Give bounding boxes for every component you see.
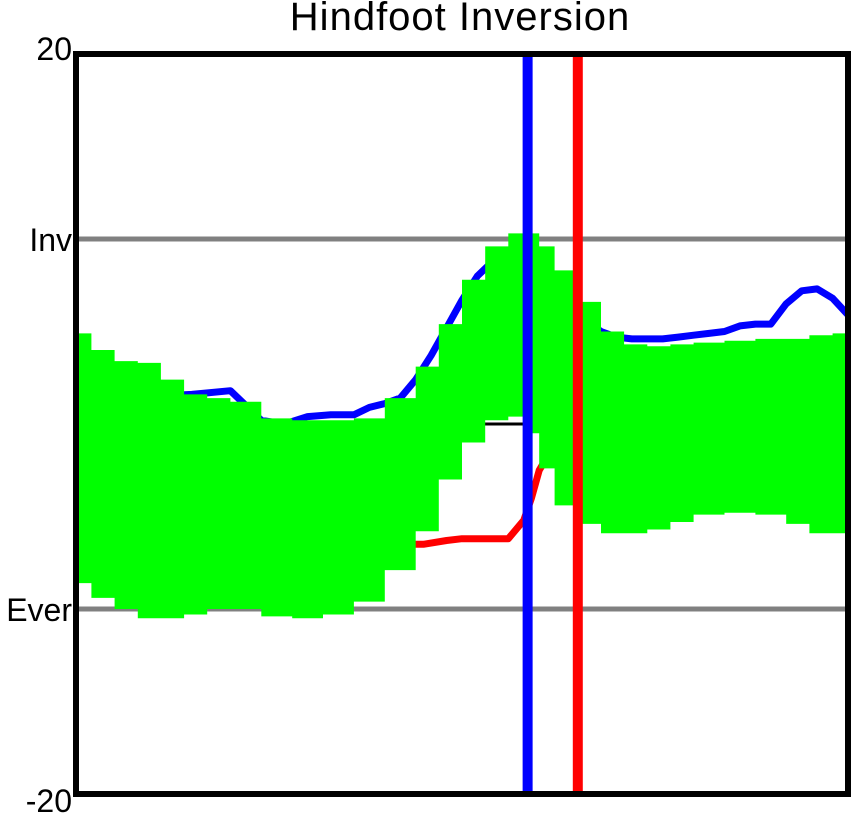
chart-title: Hindfoot Inversion: [290, 0, 630, 39]
plot-frame: [73, 51, 851, 797]
y-tick-label-3: Ever: [6, 592, 72, 628]
y-tick-label-2: Inv: [29, 222, 72, 258]
normal-band: [76, 233, 848, 619]
vertical-markers-layer: [522, 54, 583, 794]
y-tick-labels: 20 Inv Ever -20: [6, 31, 72, 819]
y-tick-label-1: 20: [36, 31, 72, 67]
y-tick-label-4: -20: [26, 783, 72, 819]
series-layer: [74, 233, 851, 619]
